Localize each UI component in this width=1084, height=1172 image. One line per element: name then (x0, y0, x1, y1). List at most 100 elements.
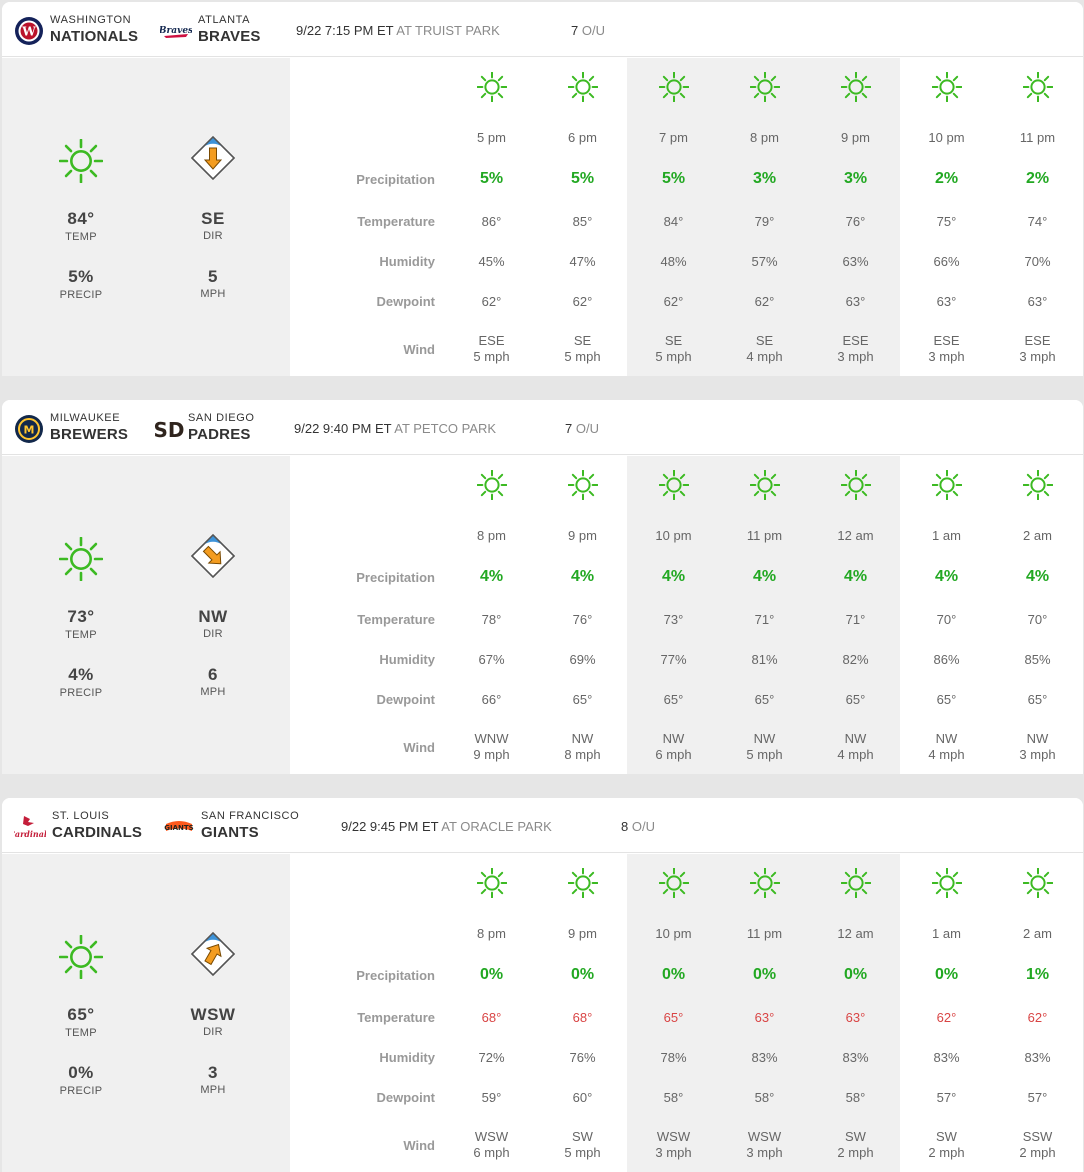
sun-icon (931, 867, 963, 899)
hour-dewpoint: 65° (1027, 692, 1048, 707)
hour-wind-dir: ESE (1024, 333, 1051, 348)
hour-wind-speed: 6 mph (473, 1145, 510, 1160)
away-team[interactable]: Cardinals ST. LOUIS CARDINALS (9, 798, 154, 853)
hour-time: 10 pm (928, 130, 965, 145)
hour-wind-dir: WSW (474, 1129, 509, 1144)
hour-time: 11 pm (746, 926, 783, 941)
hour-temp: 84° (663, 214, 684, 229)
hour-dewpoint: 58° (663, 1090, 684, 1105)
summary-precip: 4% (68, 665, 94, 684)
hour-precip: 0% (570, 966, 595, 983)
hour-dewpoint: 57° (1027, 1090, 1048, 1105)
game-card: W WASHINGTON NATIONALS Braves ATLANTA BR… (2, 2, 1083, 376)
summary-precip: 0% (68, 1063, 94, 1082)
wind-label: Wind (403, 740, 435, 755)
hour-precip: 5% (479, 170, 504, 187)
hour-column: 1 am 4% 70° 86% 65° NW 4 mph (901, 456, 992, 774)
hour-time: 2 am (1023, 528, 1052, 543)
hour-wind-dir: NW (662, 731, 685, 746)
hour-temp: 62° (1027, 1010, 1048, 1025)
hour-column: 2 am 4% 70° 85% 65° NW 3 mph (992, 456, 1083, 774)
sun-icon (840, 469, 872, 501)
summary-wind-dir: WSW (190, 1005, 236, 1024)
game-time-highlight (627, 58, 900, 376)
hour-dewpoint: 62° (481, 294, 502, 309)
summary-wind-speed: 3 (208, 1063, 218, 1082)
hour-humidity: 67% (478, 652, 505, 667)
hour-wind-speed: 2 mph (837, 1145, 874, 1160)
over-under-value: 7 (565, 421, 573, 436)
home-team[interactable]: Braves ATLANTA BRAVES (158, 2, 310, 57)
over-under: 7 O/U (571, 23, 605, 38)
hour-wind: SE 5 mph (628, 333, 719, 365)
hourly-forecast: Precipitation Temperature Humidity Dewpo… (290, 854, 1083, 1172)
hour-wind-speed: 5 mph (473, 349, 510, 364)
hour-column: 10 pm 0% 65° 78% 58° WSW 3 mph (628, 854, 719, 1172)
summary-precip: 5% (68, 267, 94, 286)
hour-column: 10 pm 4% 73° 77% 65° NW 6 mph (628, 456, 719, 774)
sun-icon (749, 469, 781, 501)
hour-precip: 4% (479, 568, 504, 585)
braves-logo: Braves (158, 16, 193, 46)
hour-dewpoint: 57° (936, 1090, 957, 1105)
home-team[interactable]: SD SAN DIEGO PADRES (153, 400, 304, 455)
hour-precip: 2% (934, 170, 959, 187)
hour-wind: WSW 6 mph (446, 1129, 537, 1161)
svg-text:GIANTS: GIANTS (164, 824, 193, 832)
away-team[interactable]: M MILWAUKEE BREWERS (14, 400, 154, 455)
summary-temp: 73° (67, 607, 95, 626)
summary-temp-label: TEMP (65, 629, 97, 641)
hour-wind-speed: 3 mph (928, 349, 965, 364)
hour-time: 5 pm (477, 130, 506, 145)
hour-wind: NW 4 mph (901, 731, 992, 763)
game-time: 9/22 7:15 PM ET AT TRUIST PARK (296, 23, 500, 38)
game-datetime: 9/22 9:45 PM ET (341, 819, 439, 834)
wind-direction-field-icon (189, 134, 237, 182)
game-weather-summary: 73° TEMP 4% PRECIP NW DIR 6 MPH (2, 456, 290, 774)
hour-humidity: 85% (1024, 652, 1051, 667)
summary-wind-dir: SE (201, 209, 225, 228)
summary-precip-label: PRECIP (59, 1085, 103, 1097)
sun-icon (1022, 867, 1054, 899)
wind-label: Wind (403, 342, 435, 357)
game-header: Cardinals ST. LOUIS CARDINALS GIANTS SAN… (2, 798, 1083, 853)
hour-wind-speed: 3 mph (1019, 747, 1056, 762)
hour-temp: 79° (754, 214, 775, 229)
game-datetime: 9/22 9:40 PM ET (294, 421, 392, 436)
brewers-logo: M (14, 414, 44, 444)
hour-precip: 0% (661, 966, 686, 983)
home-team[interactable]: GIANTS SAN FRANCISCO GIANTS (163, 798, 313, 853)
home-team-name: GIANTS (201, 824, 259, 841)
precipitation-label: Precipitation (356, 968, 435, 983)
hour-column: 12 am 4% 71° 82% 65° NW 4 mph (810, 456, 901, 774)
away-team-name: BREWERS (50, 426, 129, 443)
hour-precip: 1% (1025, 966, 1050, 983)
hour-wind: WSW 3 mph (628, 1129, 719, 1161)
hour-temp: 70° (1027, 612, 1048, 627)
hour-wind-speed: 2 mph (1019, 1145, 1056, 1160)
hour-wind-dir: SE (755, 333, 774, 348)
hour-wind-speed: 4 mph (928, 747, 965, 762)
hour-wind: NW 8 mph (537, 731, 628, 763)
temperature-label: Temperature (357, 1010, 435, 1025)
hour-dewpoint: 65° (663, 692, 684, 707)
hour-time: 10 pm (655, 926, 692, 941)
hour-wind-speed: 3 mph (655, 1145, 692, 1160)
hour-temp: 86° (481, 214, 502, 229)
hour-wind-dir: SW (572, 1129, 593, 1144)
over-under: 8 O/U (621, 819, 655, 834)
hour-precip: 5% (570, 170, 595, 187)
cardinals-logo: Cardinals (9, 812, 52, 842)
hour-dewpoint: 59° (481, 1090, 502, 1105)
hour-wind-dir: SE (573, 333, 592, 348)
hour-humidity: 83% (842, 1050, 869, 1065)
sun-icon (567, 867, 599, 899)
hour-wind: WNW 9 mph (446, 731, 537, 763)
hour-column: 8 pm 4% 78° 67% 66° WNW 9 mph (446, 456, 537, 774)
sun-icon (840, 71, 872, 103)
away-team[interactable]: W WASHINGTON NATIONALS (14, 2, 154, 57)
hour-precip: 4% (934, 568, 959, 585)
summary-wind-dir: NW (198, 607, 228, 626)
hour-time: 12 am (837, 926, 874, 941)
hour-temp: 68° (572, 1010, 593, 1025)
